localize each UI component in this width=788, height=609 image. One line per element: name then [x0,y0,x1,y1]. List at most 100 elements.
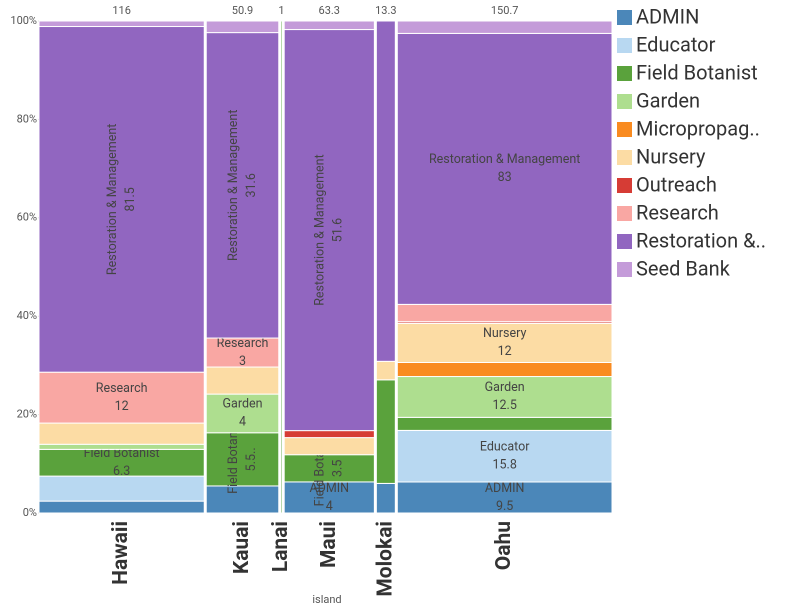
legend-swatch [617,94,632,109]
legend-label: Research [636,200,719,224]
legend-swatch [617,38,632,53]
legend-label: Micropropag.. [636,116,760,140]
legend-swatch [617,10,632,25]
segment [205,393,280,434]
segment-value: 9.5 [496,499,513,514]
segment-label: Field Botan.. [226,425,241,494]
column-total: 13.3 [375,4,396,17]
segment-value: 12 [115,399,129,414]
segment [283,29,375,432]
segment-label: Educator [480,439,530,454]
segment [396,303,613,323]
segment [205,32,280,339]
segment-label: Restoration & Management [105,124,120,275]
segment [38,20,205,28]
segment [38,26,205,373]
segment-label: Research [217,336,269,351]
segment-label: ADMIN [309,481,349,496]
segment [205,485,280,514]
y-tick-label: 60% [17,211,37,224]
legend-label: Garden [636,88,700,112]
y-tick-label: 40% [17,309,37,322]
x-tick-label: Maui [317,521,341,568]
segment-value: 12 [498,344,512,359]
legend-label: Seed Bank [636,256,731,280]
x-tick-label: Kauai [230,521,254,574]
segment-value: 4 [239,415,246,430]
legend-swatch [617,122,632,137]
legend-label: Restoration &.. [636,228,766,252]
x-tick-label: Oahu [492,521,516,570]
segment [205,366,280,395]
segment [283,430,375,439]
legend-label: Nursery [636,144,706,168]
segment [396,481,613,514]
column-total: 116 [112,4,131,17]
segment [375,482,396,514]
y-tick-label: 0% [23,506,37,519]
x-axis-title: island [312,593,341,605]
column-total: 50.9 [232,4,253,17]
column-total: 150.7 [491,4,519,17]
column-total: 1 [278,4,284,17]
segment [396,429,613,483]
segment [38,371,205,424]
legend-label: Field Botanist [636,60,758,84]
legend-swatch [617,178,632,193]
x-tick-label: Molokai [373,521,397,597]
segment-label: ADMIN [485,481,525,496]
segment-label: Restoration & Management [226,110,241,261]
segment-value: 4 [326,499,333,514]
column-total: 63.3 [319,4,340,17]
legend-label: ADMIN [636,4,699,28]
segment [283,20,375,31]
segment [205,432,280,487]
y-tick-label: 100% [10,14,37,27]
segment [396,32,613,305]
segment [396,322,613,363]
legend-swatch [617,66,632,81]
x-tick-label: Lanai [269,521,293,572]
segment-label: Restoration & Management [429,152,580,167]
segment [38,422,205,445]
segment [38,500,205,514]
segment [38,475,205,502]
segment [280,20,283,514]
segment-label: Garden [485,380,525,395]
segment-value: 81.5 [123,187,138,211]
segment-value: 51.6 [331,218,346,242]
segment [283,454,375,483]
legend-swatch [617,262,632,277]
segment-label: Garden [223,397,263,412]
segment [205,20,280,34]
segment [396,376,613,418]
segment [375,379,396,484]
segment-label: Nursery [483,326,526,341]
segment-value: 3.5 [331,460,346,477]
segment [375,20,396,362]
segment-label: Restoration & Management [313,154,328,305]
legend-swatch [617,150,632,165]
x-tick-label: Hawaii [109,521,133,585]
segment-label: Research [96,381,148,396]
segment [38,443,205,450]
y-tick-label: 20% [17,408,37,421]
legend-swatch [617,206,632,221]
segment [38,448,205,477]
segment-value: 3 [239,354,246,369]
legend-swatch [617,234,632,249]
legend-label: Outreach [636,172,717,196]
legend-label: Educator [636,32,716,56]
segment-value: 15.8 [492,457,516,472]
segment [396,20,613,34]
segment [396,361,613,378]
segment-value: 83 [498,170,512,185]
segment-value: 6.3 [113,464,130,479]
segment [375,360,396,381]
segment [396,416,613,431]
segment [283,437,375,456]
segment-value: 5.5.. [244,447,259,471]
segment-value: 31.6 [244,173,259,197]
y-tick-label: 80% [17,112,37,125]
